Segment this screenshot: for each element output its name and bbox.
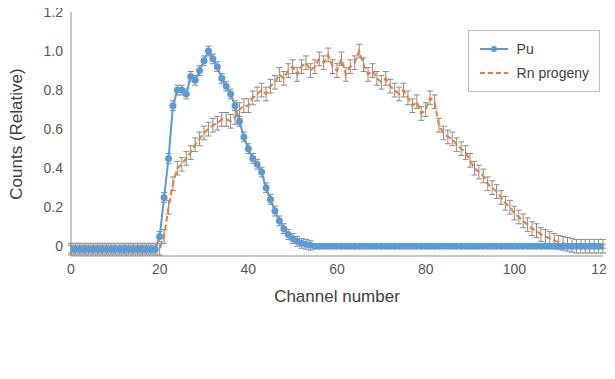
svg-text:0.2: 0.2 [44, 199, 64, 215]
svg-text:0: 0 [55, 238, 63, 254]
svg-text:0.4: 0.4 [44, 160, 64, 176]
svg-text:20: 20 [152, 261, 168, 277]
svg-text:40: 40 [241, 261, 257, 277]
svg-text:60: 60 [329, 261, 345, 277]
svg-text:100: 100 [503, 261, 527, 277]
svg-text:120: 120 [591, 261, 607, 277]
svg-text:Counts (Relative): Counts (Relative) [8, 68, 26, 199]
svg-text:1.2: 1.2 [44, 8, 64, 20]
html-text:Pu: Pu [516, 41, 534, 57]
svg-text:1.0: 1.0 [44, 43, 64, 59]
html-text:Rn progeny: Rn progeny [516, 65, 589, 81]
svg-text:0.8: 0.8 [44, 82, 64, 98]
svg-text:Channel number: Channel number [274, 287, 400, 306]
svg-text:0.6: 0.6 [44, 121, 64, 137]
svg-text:0: 0 [67, 261, 75, 277]
svg-text:80: 80 [418, 261, 434, 277]
